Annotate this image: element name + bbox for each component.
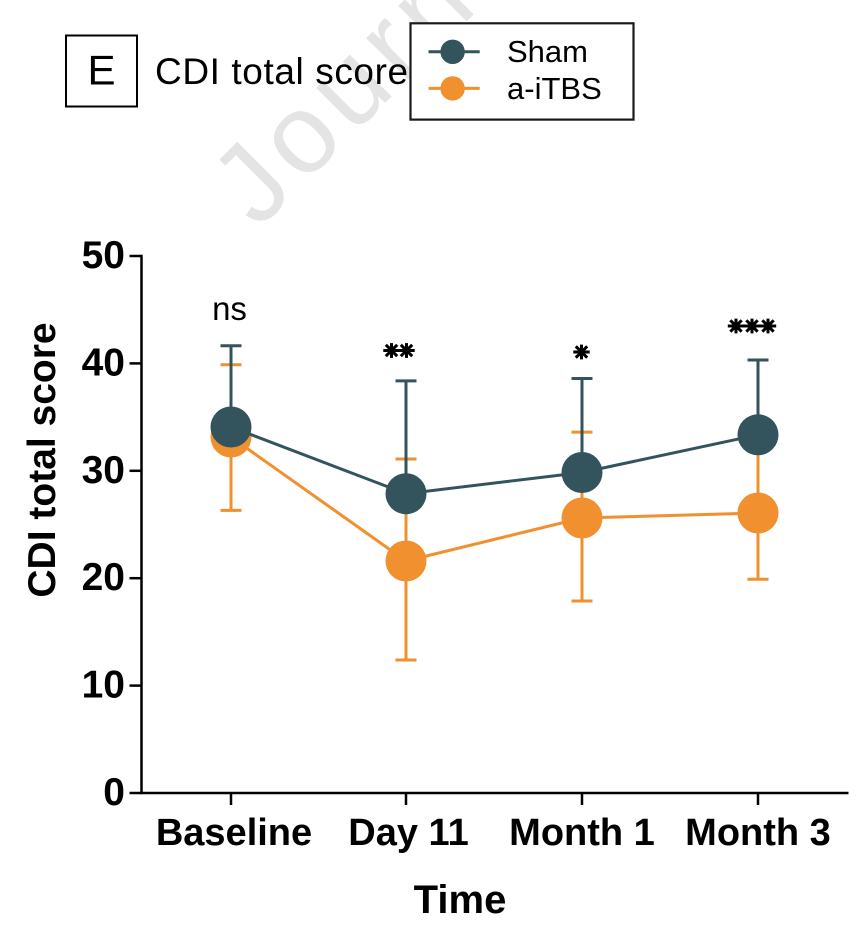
svg-text:a-iTBS: a-iTBS — [507, 71, 602, 106]
svg-text:Time: Time — [414, 878, 507, 922]
svg-text:Baseline: Baseline — [156, 812, 312, 854]
svg-text:20: 20 — [82, 556, 125, 599]
svg-text:Sham: Sham — [507, 34, 588, 69]
svg-text:E: E — [87, 47, 115, 94]
svg-text:30: 30 — [82, 449, 125, 492]
svg-text:Day 11: Day 11 — [348, 812, 468, 854]
svg-text:CDI total score: CDI total score — [21, 322, 64, 597]
svg-text:50: 50 — [82, 234, 125, 277]
svg-text:0: 0 — [103, 771, 125, 814]
svg-text:Month 3: Month 3 — [685, 812, 831, 854]
svg-text:40: 40 — [82, 341, 125, 384]
svg-text:10: 10 — [82, 664, 125, 707]
svg-text:CDI total score: CDI total score — [155, 51, 409, 92]
svg-text:Month 1: Month 1 — [509, 812, 655, 854]
svg-text:ns: ns — [212, 290, 247, 327]
